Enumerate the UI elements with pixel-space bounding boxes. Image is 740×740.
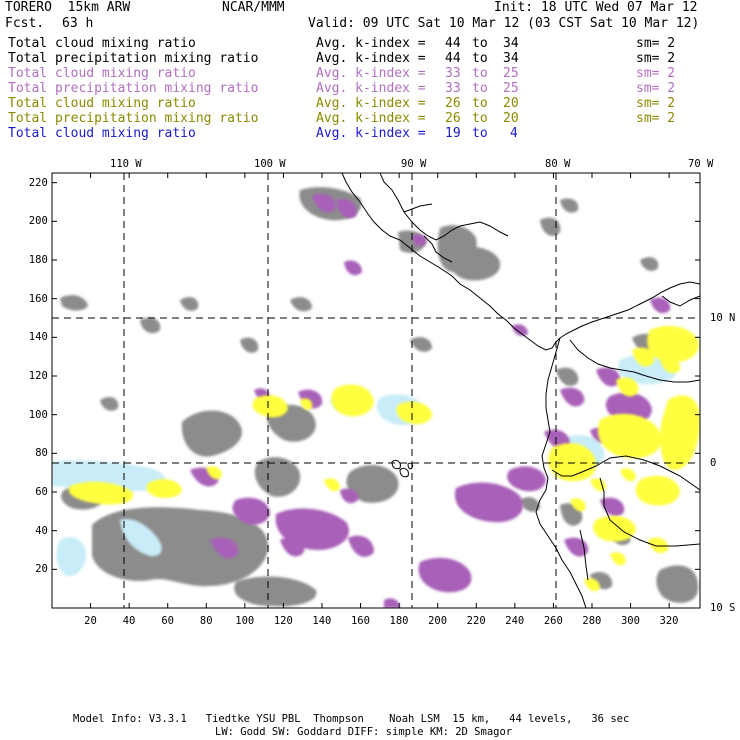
lon-label-80w: 80 W [545,158,571,170]
legend-k-label: Avg. k-index = [316,111,426,126]
x-tick-label: 180 [389,615,409,627]
legend-k-from: 44 [445,36,461,51]
y-tick-label: 60 [35,486,48,498]
legend-sm: sm= 2 [636,36,676,51]
legend-k-to-word: to [472,126,488,141]
legend-sm: sm= 2 [636,81,676,96]
x-tick-label: 140 [312,615,332,627]
y-tick-label: 220 [28,176,48,189]
x-tick-label: 320 [659,615,679,627]
x-tick-label: 300 [620,615,640,627]
legend-k-to: 25 [503,66,519,81]
valid-time: Valid: 09 UTC Sat 10 Mar 12 (03 CST Sat … [308,16,700,31]
legend-k-to: 20 [503,111,519,126]
footer-model-info: Model Info: V3.3.1 Tiedtke YSU PBL Thomp… [73,713,630,725]
legend-k-label: Avg. k-index = [316,81,426,96]
model-title: TORERO 15km ARW [5,0,131,15]
legend-field: Total cloud mixing ratio [8,36,196,51]
lon-label-70w: 70 W [688,158,714,170]
legend-k-to: 34 [503,36,519,51]
coastlines [341,173,700,608]
y-tick-label: 20 [35,563,48,576]
lon-label-100w: 100 W [254,158,286,170]
legend-k-to-word: to [472,96,488,111]
lon-label-90w: 90 W [401,158,427,170]
y-tick-label: 80 [35,447,48,460]
legend-sm: sm= 2 [636,111,676,126]
legend-k-label: Avg. k-index = [316,96,426,111]
legend-field: Total precipitation mixing ratio [8,51,259,66]
legend-sm: sm= 2 [636,66,676,81]
legend-k-to-word: to [472,51,488,66]
x-tick-label: 60 [161,615,174,627]
legend-k-label: Avg. k-index = [316,66,426,81]
x-tick-label: 260 [543,615,563,627]
y-tick-label: 200 [28,215,48,228]
x-tick-label: 120 [273,615,293,627]
footer-physics-info: LW: Godd SW: Goddard DIFF: simple KM: 2D… [215,726,513,738]
legend-k-from: 26 [445,111,461,126]
legend-k-to-word: to [472,36,488,51]
precipitation-fields [52,187,700,608]
legend-k-from: 44 [445,51,461,66]
legend-k-to-word: to [472,81,488,96]
forecast-hour: 63 h [62,16,94,31]
legend-k-from: 33 [445,81,461,96]
lon-label-110w: 110 W [110,158,142,170]
legend-k-to: 25 [503,81,519,96]
x-tick-label: 80 [199,615,213,627]
y-tick-label: 160 [28,292,48,305]
lat-label-10n: 10 N [710,312,736,324]
legend-sm: sm= 2 [636,96,676,111]
x-tick-label: 100 [235,615,255,627]
legend-k-to-word: to [472,111,488,126]
legend-k-to-word: to [472,66,488,81]
legend-k-label: Avg. k-index = [316,51,426,66]
lat-label-0: 0 [710,457,717,469]
center-label: NCAR/MMM [222,0,285,15]
legend-k-from: 33 [445,66,461,81]
x-tick-label: 20 [84,615,97,627]
legend-field: Total precipitation mixing ratio [8,111,259,126]
lat-lon-grid [52,173,700,608]
legend-field: Total cloud mixing ratio [8,66,196,81]
y-tick-label: 140 [28,331,48,344]
plot-frame [51,172,701,609]
legend-field: Total cloud mixing ratio [8,126,196,141]
lat-label-10s: 10 S [710,602,736,614]
legend-field: Total precipitation mixing ratio [8,81,259,96]
yellow-precip-areas [68,325,700,592]
x-tick-label: 240 [505,615,525,627]
forecast-label: Fcst. [5,16,45,31]
axis-ticks [52,173,700,608]
y-tick-label: 180 [28,254,48,266]
y-tick-label: 40 [35,524,48,537]
y-tick-label: 100 [28,408,48,421]
legend-field: Total cloud mixing ratio [8,96,196,111]
x-tick-label: 280 [582,615,602,627]
legend-k-to: 20 [503,96,519,111]
legend-k-label: Avg. k-index = [316,36,426,51]
legend-sm: sm= 2 [636,51,676,66]
legend-k-to: 34 [503,51,519,66]
init-time: Init: 18 UTC Wed 07 Mar 12 [494,0,698,15]
legend-k-label: Avg. k-index = [316,126,426,141]
x-tick-label: 160 [350,615,370,627]
x-tick-label: 220 [466,615,486,627]
legend-k-to: 4 [510,126,518,141]
x-tick-label: 40 [122,615,136,627]
y-tick-label: 120 [28,370,48,382]
legend-k-from: 26 [445,96,461,111]
legend-k-from: 19 [445,126,461,141]
x-tick-label: 200 [428,615,448,627]
